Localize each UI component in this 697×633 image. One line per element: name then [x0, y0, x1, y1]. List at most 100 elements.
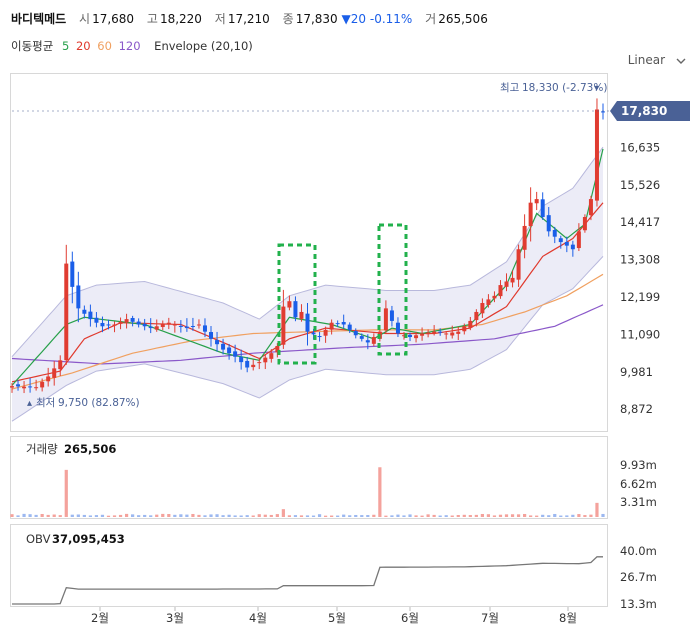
- candle-body: [420, 333, 425, 336]
- volume-bar: [589, 514, 593, 517]
- max-value: 18,330 (-2.73%): [522, 82, 607, 94]
- volume-bar: [137, 515, 141, 517]
- volume-bar: [565, 515, 569, 517]
- candle-body: [371, 337, 376, 344]
- chevron-down-icon[interactable]: [675, 55, 687, 67]
- volume-bar: [281, 509, 285, 517]
- candle-body: [311, 332, 316, 335]
- candle-body: [522, 225, 527, 250]
- volume-bar: [118, 514, 123, 517]
- candle-body: [124, 319, 129, 323]
- volume-bar: [76, 514, 80, 517]
- volume-bar: [305, 515, 310, 517]
- candle-body: [299, 311, 304, 319]
- candle-body: [450, 332, 455, 336]
- price-tick-label: 8,872: [620, 402, 653, 416]
- highlight-box-may: [377, 223, 408, 356]
- volume-bar: [323, 515, 328, 517]
- volume-bar: [106, 515, 111, 517]
- volume-bar: [384, 515, 388, 517]
- candle-body: [130, 318, 135, 322]
- candle-body: [88, 311, 93, 320]
- volume-bar: [378, 467, 382, 517]
- candle-body: [516, 249, 521, 280]
- candle-body: [263, 357, 268, 363]
- price-tick-label: 9,981: [620, 365, 653, 379]
- volume-bar: [402, 515, 406, 517]
- volume-bar: [468, 515, 472, 517]
- candle-body: [160, 324, 165, 328]
- candle-body: [564, 241, 569, 246]
- ma20-legend: 20: [75, 39, 91, 53]
- volume-bar: [10, 514, 14, 517]
- obv-current-value: 37,095,453: [52, 532, 125, 546]
- volume-bar: [245, 515, 249, 517]
- volume-bar: [317, 514, 322, 517]
- volume-bar: [167, 514, 171, 517]
- scale-mode-select[interactable]: Linear: [627, 53, 665, 67]
- volume-bar: [275, 514, 279, 517]
- candle-body: [100, 322, 105, 327]
- volume-bar: [287, 515, 292, 517]
- volume-bar: [179, 514, 183, 517]
- volume-bar: [88, 515, 92, 517]
- price-tick-label: 15,526: [620, 178, 660, 192]
- open-label: 시: [79, 12, 91, 26]
- price-tick-label: 12,199: [620, 290, 660, 304]
- volume-bar: [191, 513, 195, 517]
- volume-bar: [577, 514, 581, 517]
- candle-body: [329, 322, 334, 330]
- volume-bar: [299, 515, 304, 517]
- candle-body: [353, 331, 358, 336]
- max-marker-icon: ▾: [594, 83, 599, 94]
- open-value: 17,680: [92, 12, 135, 26]
- candle-body: [570, 244, 575, 250]
- low-label: 저: [214, 12, 226, 26]
- candle-body: [202, 325, 207, 332]
- candle-body: [438, 331, 443, 333]
- close-label: 종: [282, 12, 294, 26]
- candle-body: [82, 309, 87, 314]
- volume-bar: [143, 514, 147, 517]
- volume-bar: [100, 514, 105, 517]
- candle-body: [317, 336, 322, 338]
- candle-body: [76, 285, 81, 309]
- volume-bar: [161, 513, 165, 517]
- obv-tick-label: 26.7m: [620, 570, 657, 584]
- candle-body: [178, 325, 183, 327]
- candle-body: [209, 332, 214, 339]
- candle-body: [70, 261, 75, 287]
- volume-bar: [354, 514, 358, 517]
- change-arrow-icon: ▼: [341, 12, 351, 26]
- indicator-legend[interactable]: 이동평균 5 20 60 120 Envelope (20,10): [11, 38, 258, 54]
- month-label: 7월: [481, 611, 499, 625]
- volume-bar: [571, 514, 575, 517]
- price-summary: 바디텍메드 시 17,680 고 18,220 저 17,210 종 17,830 ▼2…: [11, 10, 488, 27]
- ma5-legend: 5: [61, 39, 70, 53]
- ma120-legend: 120: [118, 39, 141, 53]
- volume-bar: [203, 515, 207, 517]
- ma-label: 이동평균: [11, 39, 54, 53]
- month-label: 4월: [249, 611, 267, 625]
- volume-bar: [529, 515, 533, 517]
- volume-title: 거래량: [26, 442, 58, 456]
- obv-line: [12, 556, 603, 605]
- volume-bar: [396, 514, 400, 517]
- volume-bar: [330, 515, 334, 517]
- min-value: 9,750 (82.87%): [58, 397, 140, 409]
- volume-bar: [173, 514, 177, 517]
- volume-bar: [348, 515, 352, 517]
- volume-bar: [131, 514, 135, 517]
- candle-body: [40, 381, 45, 388]
- volume-bar: [462, 514, 466, 517]
- candle-body: [480, 302, 485, 314]
- candle-body: [576, 231, 581, 249]
- volume-bar: [112, 515, 117, 517]
- candle-body: [383, 308, 388, 331]
- month-label: 5월: [328, 611, 346, 625]
- current-price-tag: [610, 101, 690, 121]
- candle-body: [34, 387, 39, 389]
- candle-body: [414, 335, 419, 339]
- volume-bar: [426, 514, 430, 517]
